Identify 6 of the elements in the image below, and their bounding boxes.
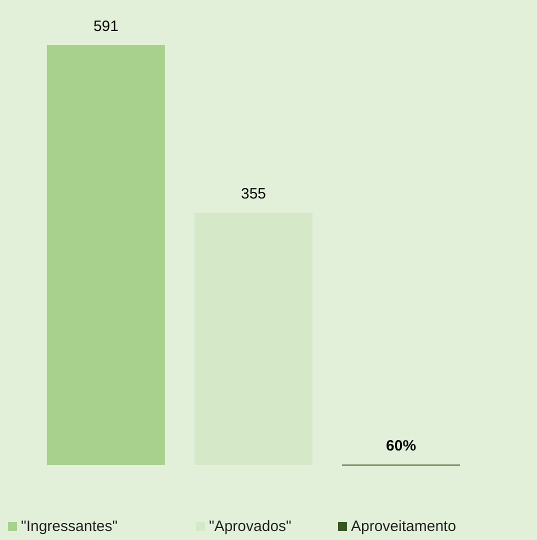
- legend-label: "Aprovados": [209, 518, 292, 535]
- legend-label: "Ingressantes": [21, 518, 118, 535]
- legend-label: Aproveitamento: [351, 518, 456, 535]
- data-label: 591: [93, 18, 118, 35]
- data-label: 355: [240, 186, 266, 203]
- data-label: 60%: [386, 438, 416, 455]
